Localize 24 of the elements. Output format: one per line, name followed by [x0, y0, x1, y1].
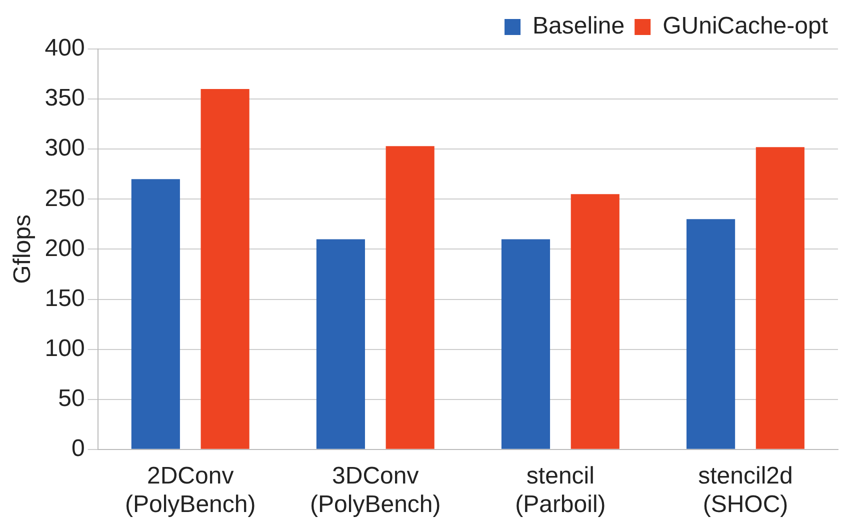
x-tick-label: stencil2d (SHOC) [698, 462, 793, 518]
y-tick-label: 50 [58, 384, 85, 412]
y-tick-label: 200 [44, 234, 85, 262]
y-tick-label: 0 [71, 435, 85, 462]
x-tick-label: 2DConv (PolyBench) [124, 462, 256, 518]
y-tick-label: 300 [44, 134, 85, 162]
bar [570, 194, 620, 449]
bar [756, 147, 804, 449]
y-tick-label: 350 [44, 84, 85, 112]
bar [501, 239, 550, 449]
y-tick-label: 250 [44, 184, 85, 212]
y-tick-label: 150 [44, 284, 85, 312]
bar [131, 179, 180, 449]
legend-label: GUniCache-opt [662, 12, 828, 40]
bar [316, 239, 365, 449]
bar [200, 89, 250, 449]
y-tick-label: 400 [44, 34, 85, 62]
y-tick-label: 100 [44, 334, 85, 362]
x-tick-label: 3DConv (PolyBench) [310, 462, 441, 518]
y-axis-title: Gflops [9, 214, 36, 284]
legend-label: Baseline [532, 12, 625, 40]
bar [386, 146, 434, 449]
x-tick-label: stencil (Parboil) [515, 462, 606, 518]
bar [686, 219, 736, 449]
